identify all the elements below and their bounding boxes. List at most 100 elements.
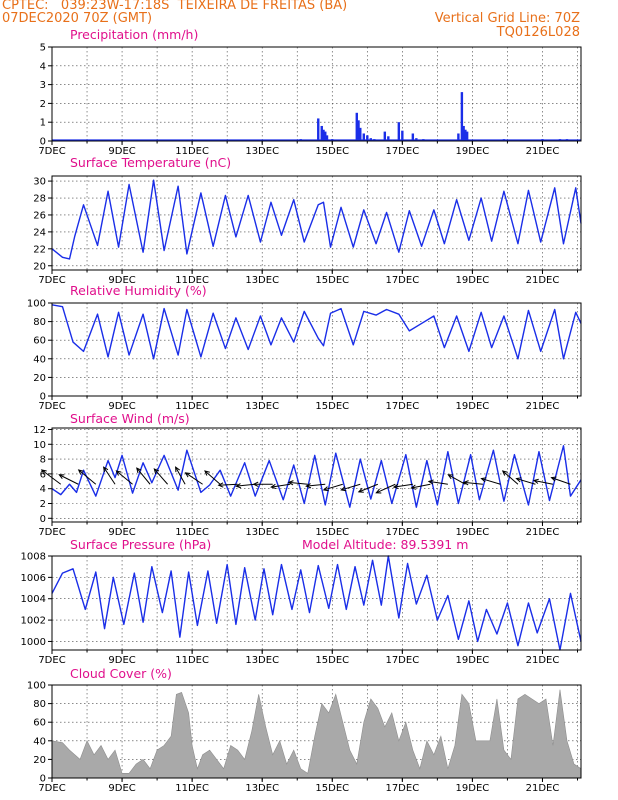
y-tick-label: 20 xyxy=(33,261,46,272)
header-grid-line: Vertical Grid Line: 70Z xyxy=(434,11,580,26)
wind-arrow-head xyxy=(217,482,224,488)
x-tick-label: 17DEC xyxy=(385,783,419,794)
wind-arrow xyxy=(341,483,361,491)
x-tick-label: 19DEC xyxy=(456,527,490,538)
x-tick-label: 9DEC xyxy=(108,655,135,666)
y-tick-label: 5 xyxy=(40,43,46,54)
wind-arrow-head xyxy=(550,476,557,482)
precip-bar xyxy=(401,130,404,141)
wind-arrow-head xyxy=(77,469,84,475)
x-tick-label: 9DEC xyxy=(108,401,135,412)
y-tick-label: 24 xyxy=(33,227,46,238)
rh-title: Relative Humidity (%) xyxy=(70,283,207,298)
x-tick-label: 17DEC xyxy=(385,146,419,157)
precip-bar xyxy=(320,125,323,141)
wind-arrow xyxy=(116,470,133,485)
y-tick-label: 0 xyxy=(40,774,46,785)
x-tick-label: 11DEC xyxy=(175,655,209,666)
wind-arrow-head xyxy=(153,468,160,475)
x-tick-label: 13DEC xyxy=(245,783,279,794)
y-tick-label: 30 xyxy=(33,177,46,188)
wind-arrow xyxy=(516,478,536,485)
x-tick-label: 17DEC xyxy=(385,401,419,412)
wind-arrow-head xyxy=(392,483,399,490)
y-tick-label: 100 xyxy=(27,681,46,692)
x-tick-label: 9DEC xyxy=(108,146,135,157)
wind-arrow xyxy=(136,467,151,485)
x-tick-label: 11DEC xyxy=(175,783,209,794)
y-tick-label: 60 xyxy=(33,336,46,347)
y-tick-label: 6 xyxy=(40,469,46,480)
wind-arrow xyxy=(306,483,326,487)
x-tick-label: 15DEC xyxy=(315,401,349,412)
cloud-title: Cloud Cover (%) xyxy=(70,666,172,681)
wind-arrow xyxy=(59,474,79,485)
precip-bar xyxy=(460,92,464,141)
cloud-cover-area xyxy=(51,689,582,779)
header-line1: CPTEC: 039:23W-17:18S TEIXEIRA DE FREITA… xyxy=(2,0,348,13)
x-tick-label: 9DEC xyxy=(108,275,135,286)
y-tick-label: 80 xyxy=(33,699,46,710)
precip-bar xyxy=(565,139,569,141)
wind-series-line xyxy=(51,445,582,508)
header-run-id: TQ0126L028 xyxy=(496,25,580,40)
precip-bar xyxy=(464,129,467,141)
x-tick-label: 13DEC xyxy=(245,146,279,157)
y-tick-label: 20 xyxy=(33,755,46,766)
x-tick-label: 21DEC xyxy=(526,527,560,538)
temp-frame xyxy=(51,175,582,271)
wind-arrow-head xyxy=(447,474,454,480)
precip-bar xyxy=(322,129,325,141)
temp-panel: Surface Temperature (nC) 20 22 24 26 28 30 7DEC… xyxy=(33,155,582,286)
wind-arrow-head xyxy=(103,466,109,473)
x-tick-label: 7DEC xyxy=(38,783,65,794)
wind-arrow-head xyxy=(340,486,347,492)
wind-arrow xyxy=(41,469,62,485)
precip-bar xyxy=(415,138,418,141)
wind-arrow-head xyxy=(462,480,469,486)
wind-arrow xyxy=(271,483,291,488)
y-tick-label: 1000 xyxy=(21,637,46,648)
x-tick-label: 7DEC xyxy=(38,655,65,666)
y-tick-label: 4 xyxy=(40,61,46,72)
precip-bar xyxy=(359,127,362,141)
y-tick-label: 40 xyxy=(33,354,46,365)
precip-bar xyxy=(355,112,358,141)
precip-bar xyxy=(383,131,387,141)
y-tick-label: 0 xyxy=(40,392,46,403)
x-tick-label: 21DEC xyxy=(526,401,560,412)
wind-arrow xyxy=(448,474,466,485)
wind-arrow xyxy=(103,466,116,485)
wind-title: Surface Wind (m/s) xyxy=(70,411,190,426)
wind-arrow-head xyxy=(252,481,259,487)
x-tick-label: 13DEC xyxy=(245,275,279,286)
wind-arrow-head xyxy=(136,467,142,474)
y-tick-label: 1 xyxy=(40,118,46,129)
precip-bar xyxy=(462,125,465,141)
x-tick-label: 15DEC xyxy=(315,783,349,794)
rh-panel: Relative Humidity (%) 0 20 40 60 80 100 7DEC 9DE… xyxy=(27,283,582,412)
precip-bar xyxy=(502,139,506,141)
y-tick-label: 100 xyxy=(27,299,46,310)
x-tick-label: 21DEC xyxy=(526,146,560,157)
precip-bar xyxy=(331,139,334,141)
precip-bar xyxy=(373,139,376,141)
precip-bar xyxy=(457,133,460,141)
x-tick-label: 7DEC xyxy=(38,275,65,286)
x-tick-label: 11DEC xyxy=(175,146,209,157)
wind-arrow xyxy=(551,477,571,485)
wind-arrow-head xyxy=(270,483,277,490)
wind-arrow-head xyxy=(410,484,417,490)
x-tick-label: 15DEC xyxy=(315,275,349,286)
precip-bar xyxy=(324,131,327,141)
wind-arrow-head xyxy=(287,480,294,486)
cloud-panel: Cloud Cover (%) 0 20 40 60 80 100 7DEC 9DEC 11DEC… xyxy=(27,666,582,794)
precip-bar xyxy=(465,131,469,141)
y-tick-label: 2 xyxy=(40,99,46,110)
precip-bar xyxy=(317,118,320,141)
x-tick-label: 11DEC xyxy=(175,401,209,412)
wind-arrow xyxy=(358,483,378,493)
x-tick-label: 15DEC xyxy=(315,146,349,157)
x-tick-label: 19DEC xyxy=(456,146,490,157)
wind-arrow-head xyxy=(357,487,364,493)
